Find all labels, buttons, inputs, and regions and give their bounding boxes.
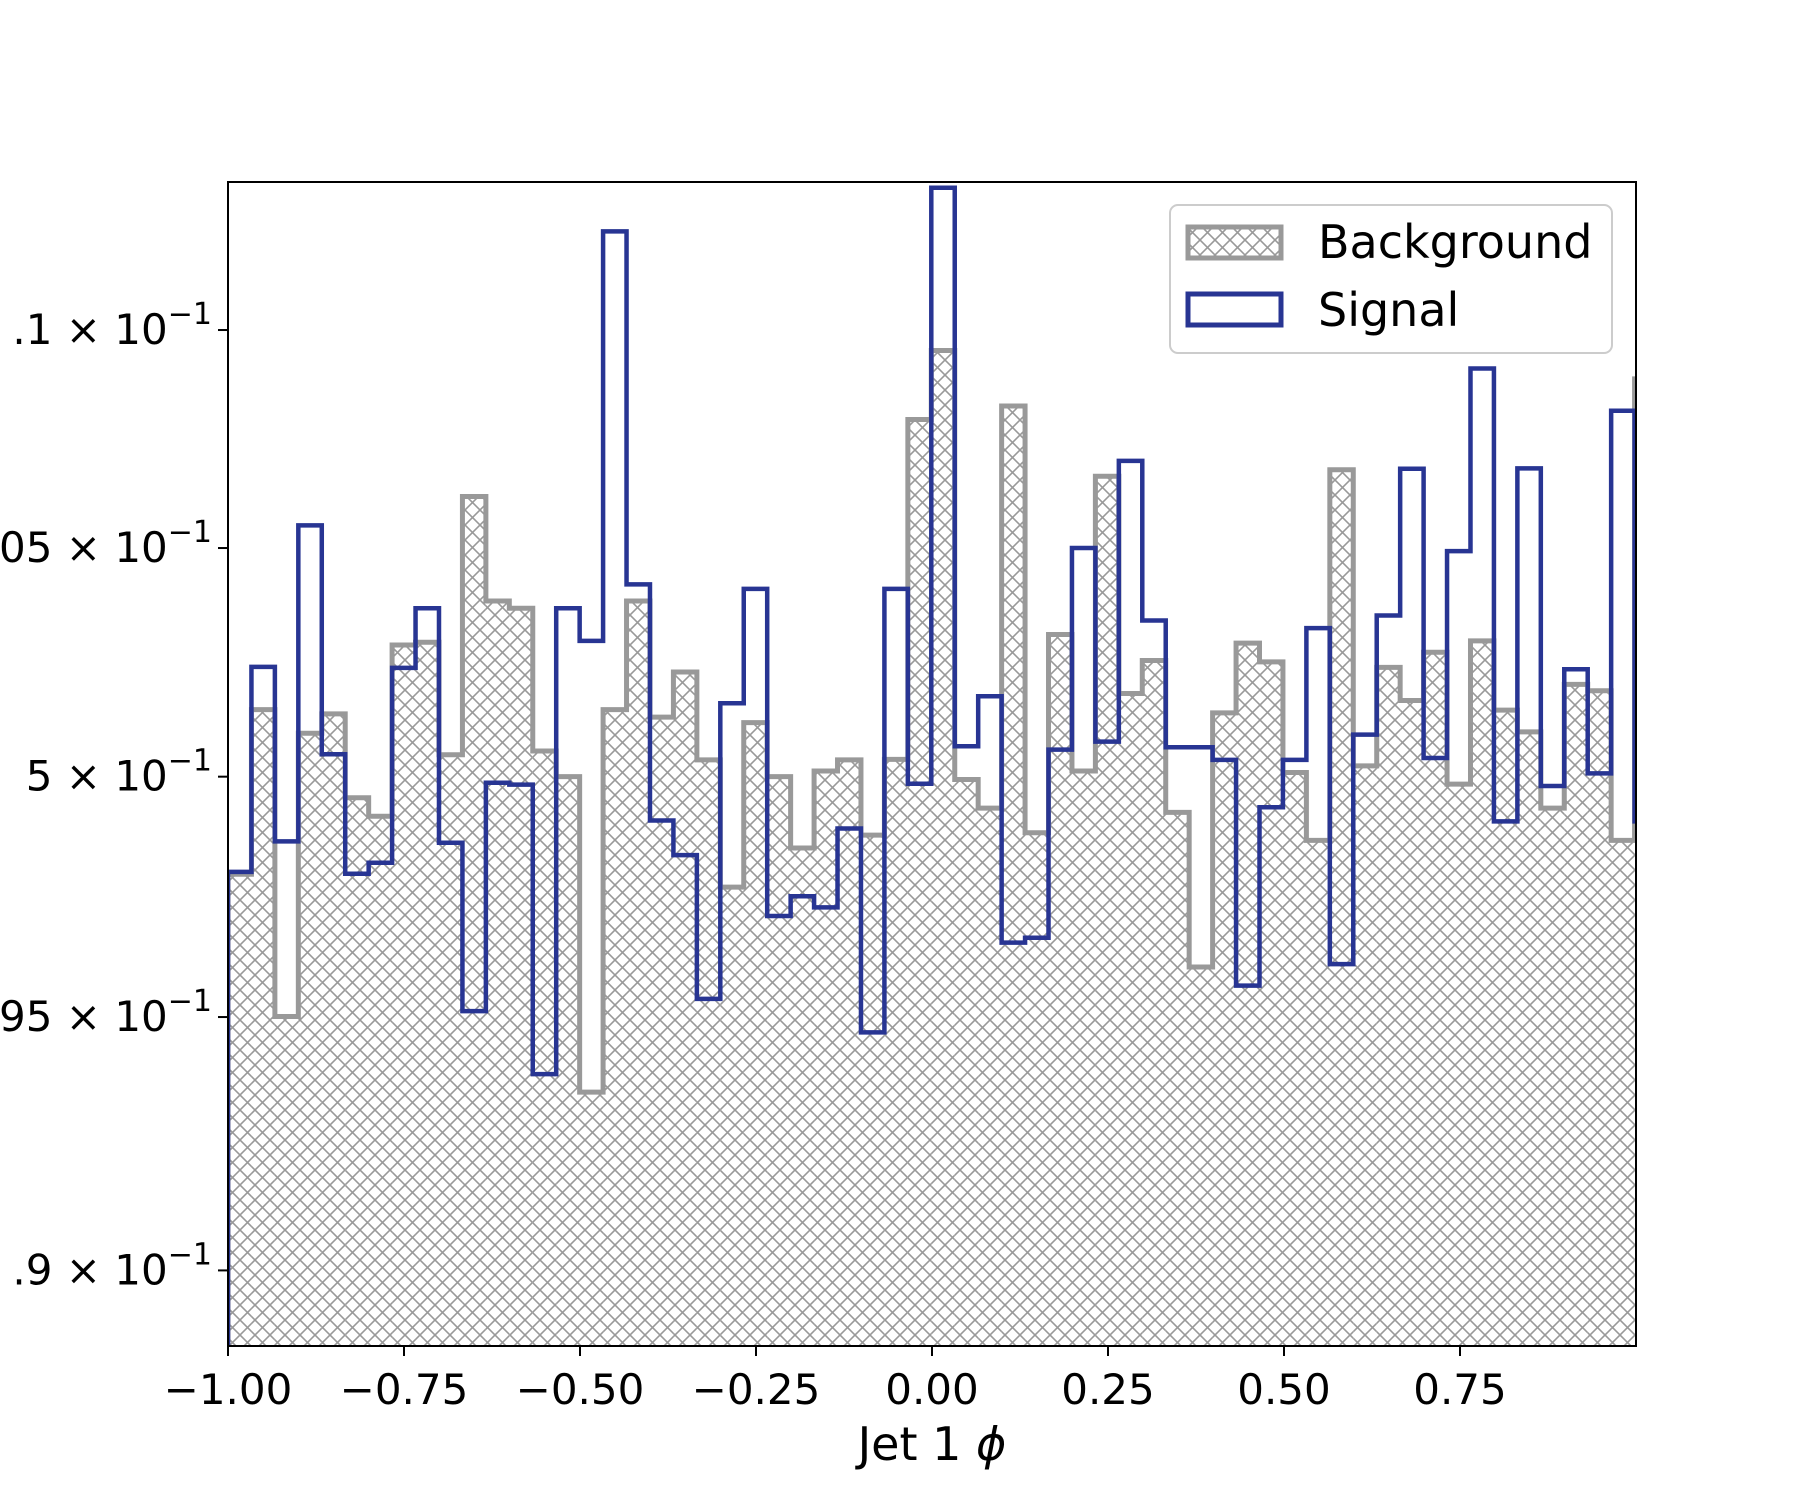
legend: Background Signal bbox=[1169, 204, 1613, 354]
background-bin-21 bbox=[720, 887, 744, 1346]
x-axis-ticks: −1.00 −0.75 −0.50 −0.25 0.00 0.25 0.50 0.75 bbox=[164, 1346, 1507, 1414]
background-bin-34 bbox=[1025, 832, 1049, 1346]
background-bin-44 bbox=[1259, 661, 1283, 1346]
background-bin-18 bbox=[649, 717, 674, 1346]
background-bin-9 bbox=[438, 754, 463, 1346]
background-bin-61 bbox=[1658, 687, 1681, 1346]
background-bin-42 bbox=[1212, 712, 1237, 1346]
background-bin-50 bbox=[1400, 700, 1424, 1346]
legend-signal-swatch bbox=[1185, 291, 1284, 328]
background-bin-12 bbox=[509, 608, 533, 1346]
background-bin-3 bbox=[298, 733, 322, 1346]
background-bin-24 bbox=[790, 847, 815, 1346]
background-bin-23 bbox=[767, 776, 791, 1346]
legend-background-swatch bbox=[1185, 224, 1284, 261]
background-bin-59 bbox=[1611, 840, 1635, 1346]
background-outline bbox=[228, 348, 1636, 1346]
background-bin-33 bbox=[1001, 406, 1026, 1346]
background-bin-27 bbox=[860, 835, 885, 1346]
background-bin-37 bbox=[1095, 476, 1119, 1346]
background-bin-31 bbox=[954, 779, 979, 1346]
background-bin-1 bbox=[251, 709, 275, 1346]
legend-background-label: Background bbox=[1318, 215, 1592, 269]
background-bin-17 bbox=[626, 600, 650, 1346]
background-bin-14 bbox=[556, 776, 580, 1346]
background-bin-43 bbox=[1236, 643, 1260, 1346]
background-bin-53 bbox=[1470, 640, 1494, 1346]
background-bin-25 bbox=[814, 771, 838, 1346]
background-bin-6 bbox=[368, 816, 393, 1346]
y-axis-ticks: .9 × 10−1 95 × 10−1 5 × 10−1 05 × 10−1 .1 × … bbox=[0, 297, 228, 1294]
background-bin-19 bbox=[673, 671, 697, 1346]
background-bin-57 bbox=[1564, 684, 1588, 1346]
background-bin-32 bbox=[978, 808, 1002, 1346]
background-bin-10 bbox=[462, 496, 486, 1346]
background-bin-54 bbox=[1493, 710, 1518, 1346]
background-bin-56 bbox=[1540, 808, 1565, 1346]
legend-signal-label: Signal bbox=[1318, 283, 1459, 337]
x-tick-label-1: −0.75 bbox=[340, 1365, 469, 1414]
x-tick-label-5: 0.25 bbox=[1061, 1365, 1155, 1414]
background-bin-11 bbox=[485, 600, 510, 1346]
y-tick-label-0: .9 × 10−1 bbox=[12, 1237, 212, 1294]
background-bin-2 bbox=[274, 1016, 299, 1346]
x-axis-label-text: Jet 1 bbox=[855, 1417, 962, 1471]
background-bin-39 bbox=[1142, 660, 1166, 1346]
background-bin-58 bbox=[1587, 690, 1612, 1346]
y-tick-label-4: .1 × 10−1 bbox=[12, 297, 212, 354]
background-bin-30 bbox=[931, 350, 955, 1346]
background-bin-40 bbox=[1165, 812, 1190, 1346]
background-bin-20 bbox=[696, 759, 721, 1346]
signal-series bbox=[228, 185, 1636, 1346]
background-bin-26 bbox=[837, 759, 861, 1346]
y-tick-label-1: 95 × 10−1 bbox=[0, 984, 212, 1041]
x-tick-label-7: 0.75 bbox=[1413, 1365, 1507, 1414]
background-bin-55 bbox=[1517, 731, 1541, 1346]
x-axis-label-symbol: ϕ bbox=[976, 1417, 1006, 1471]
background-bin-41 bbox=[1189, 966, 1213, 1346]
x-tick-label-6: 0.50 bbox=[1237, 1365, 1331, 1414]
background-bin-48 bbox=[1353, 765, 1377, 1346]
y-tick-label-2: 5 × 10−1 bbox=[26, 744, 212, 801]
background-bin-22 bbox=[743, 722, 768, 1346]
background-bin-8 bbox=[415, 642, 439, 1346]
background-bin-52 bbox=[1447, 784, 1471, 1346]
y-tick-label-3: 05 × 10−1 bbox=[0, 515, 212, 572]
background-bin-35 bbox=[1048, 634, 1072, 1346]
signal-step-line bbox=[228, 185, 1636, 1346]
x-axis-label: Jet 1 ϕ bbox=[855, 1417, 1007, 1471]
background-bin-38 bbox=[1118, 693, 1143, 1346]
background-series bbox=[228, 348, 1704, 1346]
background-bin-49 bbox=[1376, 667, 1401, 1346]
x-tick-label-2: −0.50 bbox=[516, 1365, 645, 1414]
background-bin-13 bbox=[532, 750, 557, 1346]
background-bin-60 bbox=[1634, 378, 1636, 1346]
background-bin-0 bbox=[228, 874, 252, 1346]
x-tick-label-0: −1.00 bbox=[164, 1365, 293, 1414]
x-tick-label-4: 0.00 bbox=[885, 1365, 979, 1414]
background-bin-46 bbox=[1306, 840, 1330, 1346]
background-bin-62 bbox=[1681, 941, 1704, 1346]
plot-area bbox=[228, 185, 1704, 1346]
background-bin-5 bbox=[345, 797, 369, 1346]
background-bin-45 bbox=[1282, 772, 1307, 1346]
background-bin-7 bbox=[392, 644, 416, 1346]
background-bin-51 bbox=[1423, 652, 1448, 1346]
background-bin-28 bbox=[884, 759, 908, 1346]
background-bin-47 bbox=[1329, 469, 1354, 1346]
background-bin-16 bbox=[603, 709, 627, 1346]
background-bin-36 bbox=[1071, 771, 1096, 1346]
background-bin-29 bbox=[907, 419, 932, 1346]
x-tick-label-3: −0.25 bbox=[692, 1365, 821, 1414]
background-bin-4 bbox=[321, 713, 346, 1346]
background-bin-15 bbox=[579, 1092, 604, 1346]
